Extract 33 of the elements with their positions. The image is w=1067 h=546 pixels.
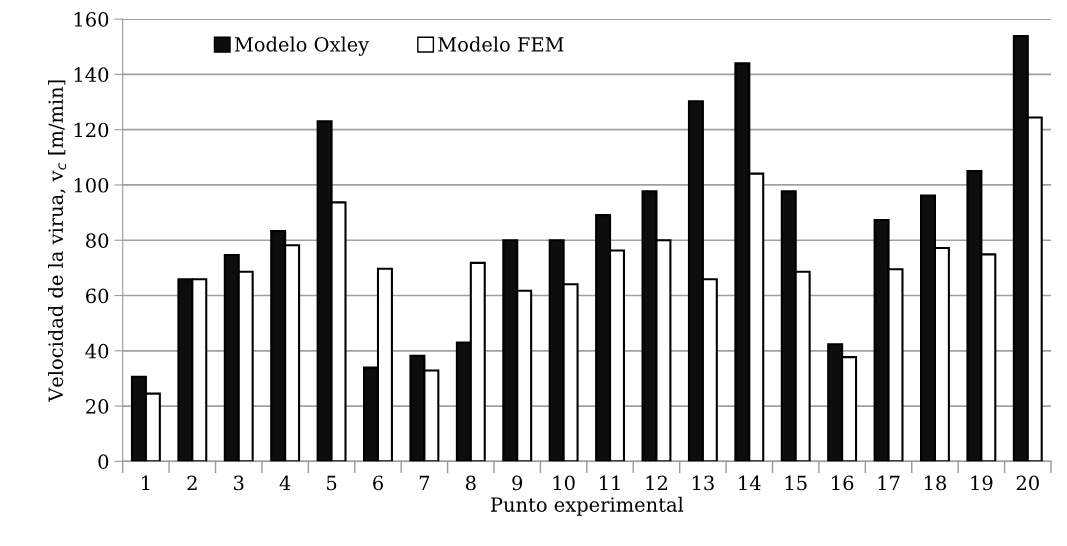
y-tick-label: 20 (86, 399, 109, 414)
y-tick-label: 80 (86, 233, 109, 248)
x-tick-label: 18 (924, 475, 947, 491)
y-tick-label: 160 (74, 12, 109, 27)
y-tick-label: 140 (74, 67, 109, 83)
x-axis-title: Punto experimental (490, 496, 684, 516)
x-tick-label: 13 (692, 475, 714, 491)
x-tick-label: 16 (832, 475, 854, 491)
x-tick-label: 20 (1016, 475, 1039, 491)
x-tick-label: 1 (142, 475, 150, 491)
y-tick-label: 0 (98, 454, 109, 470)
y-tick-label: 120 (74, 122, 109, 138)
x-tick-label: 19 (971, 475, 993, 491)
x-tick-label: 5 (327, 475, 337, 491)
x-tick-label: 3 (234, 475, 244, 491)
y-axis-title: Velocidad de la virua, v$_{c}$ [m/min] (48, 80, 67, 403)
legend-label: Modelo Oxley (234, 36, 370, 56)
x-tick-label: 12 (646, 475, 667, 491)
x-tick-label: 2 (187, 475, 197, 491)
x-tick-label: 11 (600, 475, 620, 491)
x-tick-label: 8 (465, 475, 476, 491)
y-tick-label: 40 (85, 343, 109, 359)
x-tick-label: 14 (739, 475, 761, 491)
x-tick-label: 7 (419, 475, 430, 491)
x-tick-label: 9 (512, 475, 523, 491)
x-tick-label: 17 (878, 475, 900, 491)
y-tick-label: 60 (86, 288, 109, 304)
y-tick-label: 100 (74, 177, 109, 193)
x-tick-label: 4 (279, 475, 291, 491)
x-tick-label: 10 (553, 475, 575, 491)
legend-label: Modelo FEM (438, 36, 564, 52)
x-tick-label: 6 (373, 475, 383, 491)
x-tick-label: 15 (785, 475, 807, 491)
